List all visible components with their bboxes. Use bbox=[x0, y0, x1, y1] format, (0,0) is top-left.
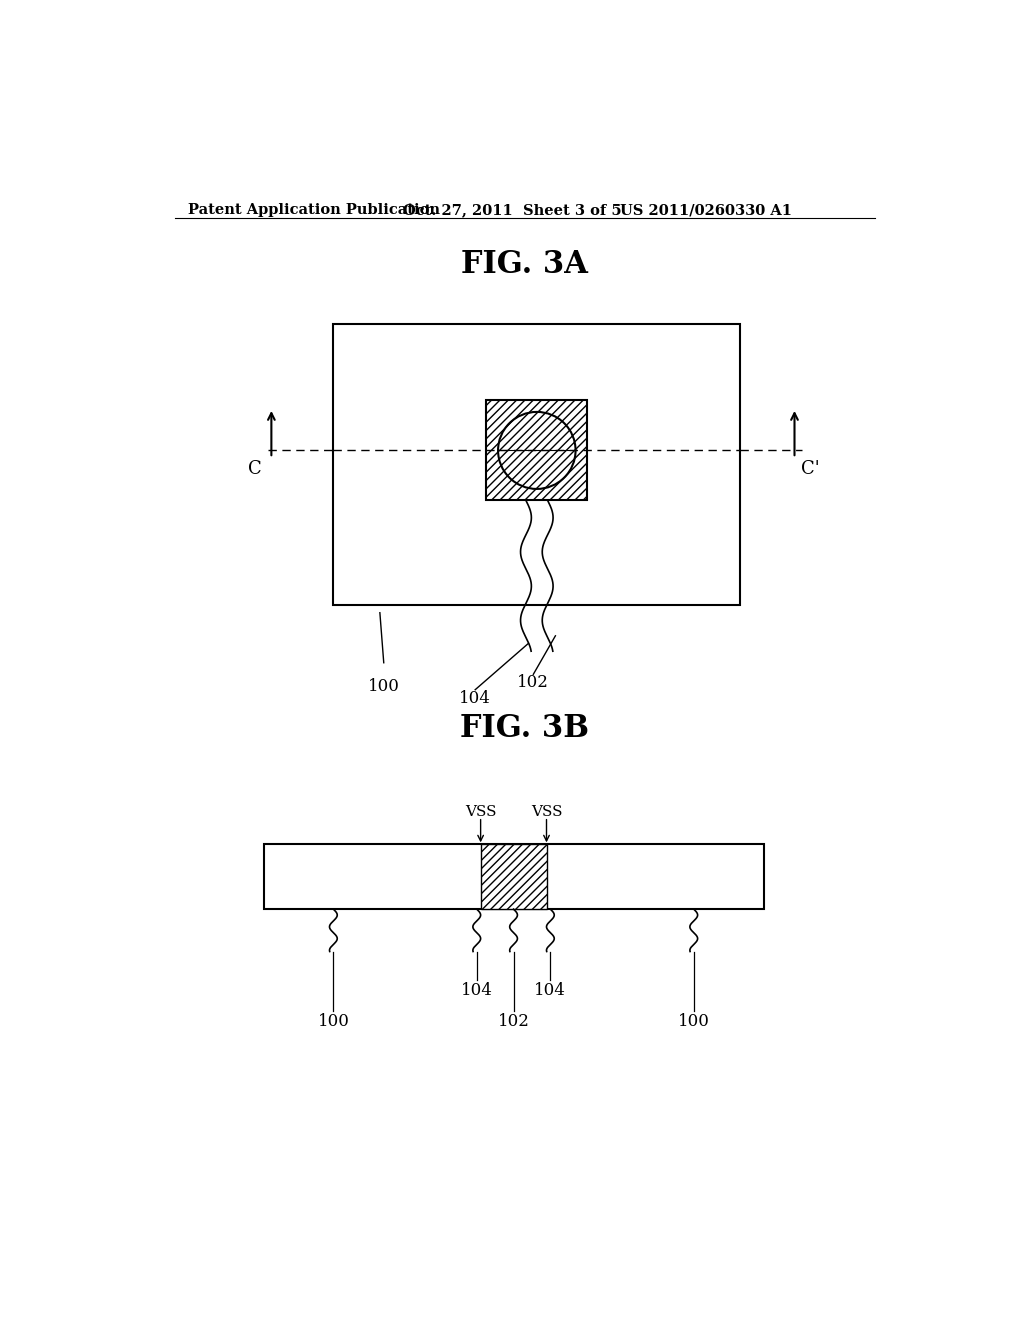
Text: US 2011/0260330 A1: US 2011/0260330 A1 bbox=[621, 203, 793, 216]
Text: 100: 100 bbox=[678, 1014, 710, 1030]
Text: 102: 102 bbox=[517, 675, 549, 692]
Text: 104: 104 bbox=[461, 982, 493, 999]
Text: 102: 102 bbox=[498, 1014, 529, 1030]
Text: VSS: VSS bbox=[465, 805, 497, 820]
Text: 100: 100 bbox=[317, 1014, 349, 1030]
Circle shape bbox=[498, 412, 575, 488]
Bar bbox=[480, 843, 547, 909]
Text: C': C' bbox=[801, 459, 819, 478]
Text: VSS: VSS bbox=[530, 805, 562, 820]
Text: 104: 104 bbox=[459, 689, 492, 706]
Bar bbox=[486, 400, 587, 500]
Text: C: C bbox=[249, 459, 262, 478]
Bar bbox=[263, 843, 764, 909]
Text: 100: 100 bbox=[368, 678, 399, 696]
Text: Oct. 27, 2011  Sheet 3 of 5: Oct. 27, 2011 Sheet 3 of 5 bbox=[403, 203, 622, 216]
Text: Patent Application Publication: Patent Application Publication bbox=[188, 203, 440, 216]
Text: FIG. 3A: FIG. 3A bbox=[462, 249, 588, 280]
Bar bbox=[334, 323, 740, 605]
Text: FIG. 3B: FIG. 3B bbox=[461, 713, 589, 743]
Text: 104: 104 bbox=[535, 982, 566, 999]
